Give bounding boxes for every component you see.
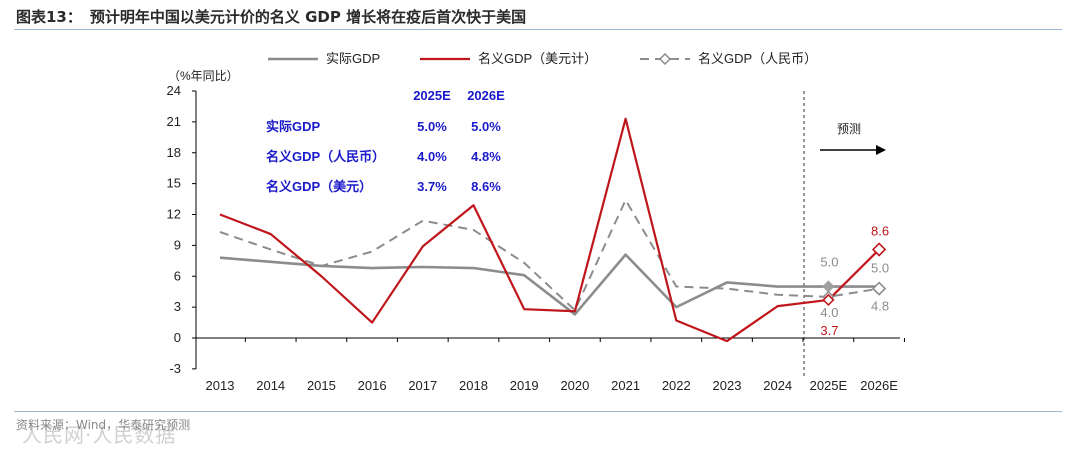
source-note: 资料来源：Wind，华泰研究预测 [16,418,191,432]
y-tick-label: 15 [167,176,181,191]
x-tick-label: 2021 [611,378,640,393]
marker-usd-2025e [822,293,835,307]
data-annotation: 5.0 [871,261,889,276]
forecast-arrow-head [876,145,886,155]
x-tick-label: 2025E [810,378,848,393]
x-tick-label: 2022 [662,378,691,393]
inset-table-cell: 8.6% [471,179,501,194]
y-tick-label: 0 [174,330,181,345]
y-tick-label: 12 [167,207,181,222]
x-tick-label: 2014 [256,378,285,393]
marker-rmb-2026e [871,281,887,296]
legend-marker-rmb [658,52,672,66]
y-tick-label: 21 [167,114,181,129]
x-tick-label: 2019 [510,378,539,393]
inset-table-header: 2026E [467,88,505,103]
y-tick-label: 18 [167,145,181,160]
bottom-divider [14,411,1062,412]
inset-table-header: 2025E [413,88,451,103]
inset-table-cell: 5.0% [471,119,501,134]
figure-title: 预计明年中国以美元计价的名义 GDP 增长将在疫后首次快于美国 [89,8,527,26]
y-tick-label: 24 [167,83,181,98]
y-axis-title: （%年同比） [168,69,239,83]
series-nominal-rmb-line [219,199,880,312]
top-divider [14,29,1062,30]
y-tick-label: 9 [174,237,181,252]
data-annotation: 5.0 [820,255,838,270]
data-annotation: 4.8 [871,299,889,314]
figure-header: 图表13： 预计明年中国以美元计价的名义 GDP 增长将在疫后首次快于美国 [16,6,1060,28]
inset-table-cell: 3.7% [417,179,447,194]
series-real-gdp-line [219,253,880,316]
inset-table-cell: 5.0% [417,119,447,134]
inset-table-row-label: 名义GDP（人民币） [266,149,385,164]
y-tick-label: 3 [174,299,181,314]
inset-table-cell: 4.8% [471,149,501,164]
data-annotation: 3.7 [820,323,838,338]
inset-table-row-label: 名义GDP（美元） [266,179,372,194]
x-tick-label: 2024 [763,378,792,393]
x-tick-label: 2020 [560,378,589,393]
marker-usd-2026e [871,242,887,257]
inset-table-row-label: 实际GDP [266,119,321,134]
x-tick-label: 2013 [206,378,235,393]
inset-table-cell: 4.0% [417,149,447,164]
marker-real-2025e [822,280,835,293]
data-annotation: 4.0 [820,305,838,320]
legend: 实际GDP 名义GDP（美元计） 名义GDP（人民币） [268,51,817,66]
x-tick-label: 2015 [307,378,336,393]
inset-table: 2025E 2026E 实际GDP 5.0% 5.0% 名义GDP（人民币） 4.0% 4.8… [266,88,505,194]
x-tick-label: 2026E [860,378,898,393]
watermark: 人民网·人民数据 [22,423,177,447]
y-tick-label: -3 [169,361,181,376]
legend-label-rmb: 名义GDP（人民币） [698,51,817,66]
data-annotation: 8.6 [871,223,889,238]
legend-label-real: 实际GDP [326,51,380,66]
x-tick-label: 2016 [358,378,387,393]
series-nominal-usd-line [219,117,880,343]
figure-label: 图表13： [16,8,82,26]
forecast-label: 预测 [837,122,861,136]
legend-label-usd: 名义GDP（美元计） [478,51,597,66]
y-tick-label: 6 [174,268,181,283]
x-tick-label: 2018 [459,378,488,393]
x-tick-label: 2023 [713,378,742,393]
x-tick-label: 2017 [408,378,437,393]
